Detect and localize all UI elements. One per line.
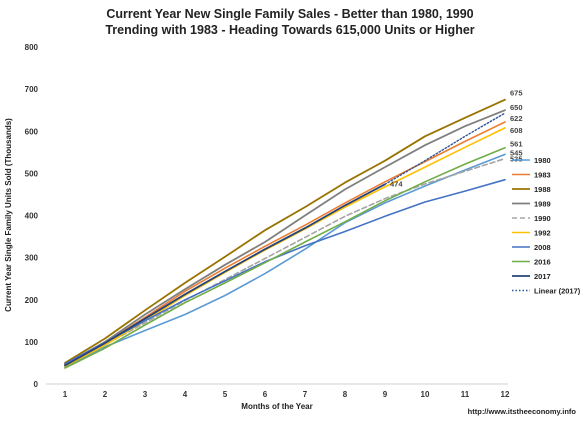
x-tick-label: 10 [421, 390, 430, 399]
y-tick-label: 600 [25, 127, 39, 136]
y-tick-label: 300 [25, 254, 39, 263]
data-label: 561 [510, 140, 523, 149]
data-label: 650 [510, 103, 523, 112]
legend-label: 1989 [534, 200, 551, 209]
series-line [64, 157, 506, 367]
x-tick-label: 1 [63, 390, 68, 399]
legend-label: 2016 [534, 258, 551, 267]
y-tick-label: 700 [25, 85, 39, 94]
chart-title-line-2: Trending with 1983 - Heading Towards 615… [105, 23, 474, 37]
y-axis-title: Current Year Single Family Units Sold (T… [4, 118, 13, 312]
legend-label: 1988 [534, 185, 551, 194]
data-label: 675 [510, 89, 523, 98]
source-url: http://www.itstheeconomy.info [468, 407, 577, 416]
x-axis-title: Months of the Year [241, 402, 312, 411]
legend-label: 1990 [534, 214, 551, 223]
y-tick-label: 100 [25, 338, 39, 347]
x-tick-label: 7 [303, 390, 308, 399]
data-label: 474 [390, 179, 403, 188]
data-label: 545 [510, 148, 523, 157]
legend-label: Linear (2017) [534, 287, 581, 296]
y-tick-label: 200 [25, 296, 39, 305]
y-tick-label: 0 [34, 380, 39, 389]
data-label: 608 [510, 126, 523, 135]
y-tick-label: 500 [25, 169, 39, 178]
legend-label: 2017 [534, 272, 551, 281]
series-line [64, 153, 506, 369]
x-tick-label: 5 [223, 390, 228, 399]
x-tick-label: 9 [383, 390, 388, 399]
series-line [64, 109, 506, 366]
x-tick-label: 4 [183, 390, 188, 399]
x-tick-label: 6 [263, 390, 268, 399]
x-tick-label: 3 [143, 390, 148, 399]
series-line [64, 98, 506, 364]
legend: 1980 1983 1988 1989 1990 1992 2008 2016 2017 Line… [512, 156, 581, 296]
y-tick-label: 800 [25, 43, 39, 52]
chart-title-line-1: Current Year New Single Family Sales - B… [106, 7, 473, 21]
legend-label: 1980 [534, 156, 551, 165]
series-line [64, 146, 506, 369]
legend-label: 2008 [534, 243, 551, 252]
x-tick-label: 11 [461, 390, 470, 399]
x-tick-label: 12 [501, 390, 510, 399]
legend-label: 1992 [534, 229, 551, 238]
x-tick-label: 2 [103, 390, 108, 399]
series-line [64, 183, 386, 367]
data-label: 535 [510, 155, 523, 164]
series-line [64, 178, 506, 365]
legend-label: 1983 [534, 171, 551, 180]
data-label: 622 [510, 114, 523, 123]
x-tick-label: 8 [343, 390, 348, 399]
y-tick-label: 400 [25, 212, 39, 221]
series-line [384, 112, 506, 185]
series-line [64, 121, 506, 366]
